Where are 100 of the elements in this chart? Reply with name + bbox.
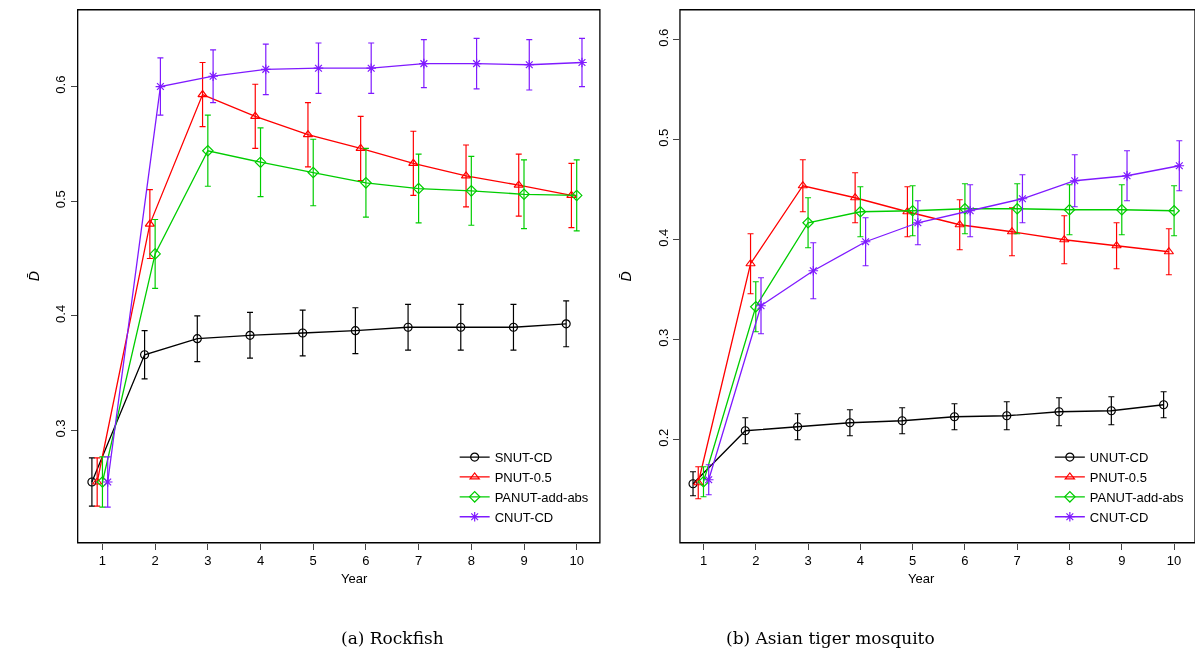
x-tick-label: 5 <box>909 553 917 569</box>
point <box>365 62 377 74</box>
point <box>513 180 524 188</box>
point <box>949 412 960 422</box>
point <box>412 182 425 195</box>
point <box>807 265 819 277</box>
point <box>149 248 161 260</box>
x-tick-label: 4 <box>256 553 265 569</box>
legend-label: SNUT-CD <box>494 450 553 466</box>
point <box>1017 193 1028 205</box>
point <box>350 326 360 336</box>
point <box>860 236 871 248</box>
x-tick-label: 1 <box>699 553 708 569</box>
point <box>456 322 466 332</box>
point <box>518 188 530 201</box>
point <box>854 205 867 218</box>
point <box>740 426 750 436</box>
x-tick-label: 4 <box>856 553 864 569</box>
y-axis-title: D̄ <box>25 271 42 282</box>
point <box>1116 203 1128 216</box>
legend-label: PNUT-0.5 <box>1089 470 1147 486</box>
text: (b) Asian tiger mosquito <box>726 628 935 648</box>
point <box>745 259 756 267</box>
point <box>688 479 698 489</box>
point <box>959 202 971 215</box>
point <box>566 190 577 199</box>
point <box>703 474 715 486</box>
point <box>897 416 907 426</box>
x-tick-label: 3 <box>804 553 812 569</box>
point <box>207 70 219 82</box>
y-tick-label: 0.3 <box>53 419 69 438</box>
x-tick-label: 7 <box>1013 553 1021 569</box>
y-tick-label: 0.5 <box>655 128 671 147</box>
x-tick-label: 10 <box>569 553 584 569</box>
point <box>912 217 924 229</box>
y-tick-label: 0.2 <box>655 428 671 447</box>
point <box>408 158 419 166</box>
point <box>964 205 976 217</box>
y-tick-label: 0.6 <box>655 28 671 47</box>
x-tick-label: 7 <box>415 553 423 569</box>
x-tick-label: 8 <box>1065 553 1074 569</box>
point <box>1111 241 1122 249</box>
x-tick-label: 9 <box>1118 553 1126 569</box>
point <box>471 58 482 70</box>
point <box>1106 406 1116 416</box>
point <box>254 156 267 168</box>
legend-label: UNUT-CD <box>1089 450 1149 466</box>
x-tick-label: 5 <box>309 553 317 569</box>
point <box>845 418 855 428</box>
point <box>1063 203 1076 216</box>
point <box>465 185 478 197</box>
y-tick-label: 0.4 <box>655 228 671 247</box>
point <box>355 143 366 152</box>
legend-label: PANUT-add-abs <box>494 489 589 505</box>
point <box>360 177 372 189</box>
point <box>307 166 320 179</box>
y-tick-label: 0.6 <box>53 75 69 94</box>
point <box>793 422 803 432</box>
point <box>954 220 965 228</box>
x-tick-label: 3 <box>204 553 212 569</box>
legend-label: PNUT-0.5 <box>494 470 552 486</box>
point <box>197 89 208 98</box>
y-axis-title: D̄ <box>617 271 634 282</box>
point <box>1054 407 1064 417</box>
x-tick-label: 9 <box>520 553 528 569</box>
point <box>697 475 710 488</box>
point <box>1121 170 1133 182</box>
x-axis-title: Year <box>908 571 935 586</box>
point <box>403 322 413 332</box>
x-tick-label: 6 <box>961 553 969 569</box>
point <box>561 319 571 329</box>
point <box>1002 411 1012 421</box>
point <box>693 478 704 486</box>
y-tick-label: 0.3 <box>655 328 671 347</box>
point <box>1159 400 1169 410</box>
x-tick-label: 6 <box>362 553 370 569</box>
point <box>245 330 255 340</box>
point <box>1173 160 1185 172</box>
point <box>155 81 166 92</box>
point <box>906 204 919 217</box>
point <box>102 476 114 488</box>
point <box>802 216 814 229</box>
x-axis-title: Year <box>341 571 368 586</box>
point <box>1168 204 1180 217</box>
point <box>260 63 272 75</box>
x-tick-label: 1 <box>98 553 107 569</box>
point <box>418 58 430 70</box>
x-tick-label: 8 <box>467 553 475 569</box>
point <box>508 322 519 332</box>
legend-label: CNUT-CD <box>1089 509 1149 525</box>
point <box>755 300 767 312</box>
text: (a) Rockfish <box>341 628 444 648</box>
point <box>87 477 97 487</box>
y-tick-label: 0.4 <box>53 304 69 323</box>
point <box>313 62 324 74</box>
point <box>192 334 202 344</box>
y-tick-label: 0.5 <box>53 190 69 209</box>
point <box>1059 235 1070 243</box>
point <box>202 144 214 157</box>
point <box>570 189 583 202</box>
